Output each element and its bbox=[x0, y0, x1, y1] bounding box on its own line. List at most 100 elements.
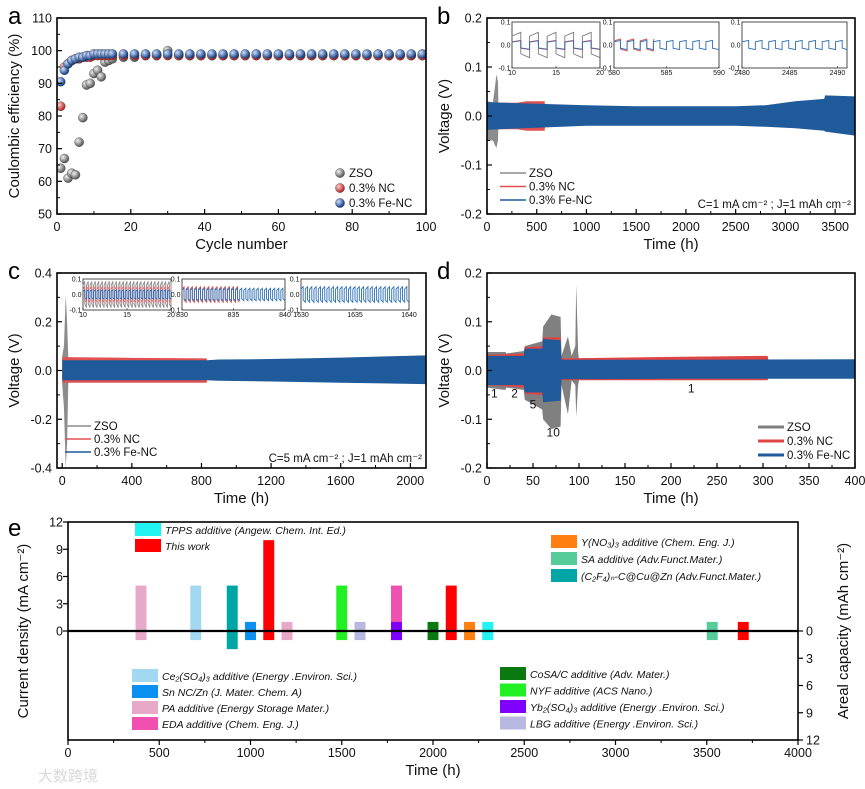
bar-capacity-Ce2(SO4)3 additive bbox=[190, 631, 202, 641]
y-tick-label: 0.0 bbox=[465, 110, 482, 124]
data-point-0.3% Fe-NC bbox=[207, 49, 217, 59]
inset-x-tick-label: 10 bbox=[508, 70, 516, 77]
x-tick-label: 0 bbox=[59, 474, 66, 488]
bar-capacity-This work bbox=[445, 631, 457, 641]
data-point-0.3% Fe-NC bbox=[251, 49, 262, 59]
bar-capacity-Sn NC/Zn bbox=[245, 631, 256, 641]
x-tick-label: 2000 bbox=[396, 474, 424, 488]
panel-e: 0 3 6 9 12 Areal capacity (mAh cm⁻²) TPPS addi… bbox=[8, 515, 852, 779]
y-tick-label: 60 bbox=[38, 175, 52, 189]
data-point-0.3% Fe-NC bbox=[151, 49, 162, 59]
plot-area bbox=[62, 294, 426, 468]
legend-marker-0.3% Fe-NC bbox=[335, 198, 345, 208]
inset-x-tick-label: 15 bbox=[123, 312, 131, 319]
panel-label: b bbox=[437, 3, 450, 30]
inset-y-tick-label: -0.1 bbox=[168, 308, 180, 315]
data-point-0.3% Fe-NC bbox=[273, 49, 284, 59]
y-tick-label: 0 bbox=[56, 625, 63, 639]
panel-label: a bbox=[8, 3, 22, 30]
inset-x-tick-label: 840 bbox=[279, 312, 291, 319]
inset-y-tick-label: 0.0 bbox=[290, 292, 300, 299]
data-point-0.3% Fe-NC bbox=[185, 49, 195, 59]
panel-a: 0 20 40 60 80 100 50 60 70 80 90 100 110 a Cycle numbe… bbox=[6, 3, 436, 253]
inset-x-tick-label: 580 bbox=[608, 70, 620, 77]
y-tick-label: -0.2 bbox=[460, 462, 482, 476]
legend-swatch bbox=[135, 523, 161, 536]
data-point-0.3% NC bbox=[57, 101, 66, 111]
data-point-0.3% Fe-NC bbox=[57, 76, 66, 87]
data-point-0.3% Fe-NC bbox=[196, 49, 206, 59]
right-y-tick-label: 0 bbox=[806, 625, 813, 639]
legend-label: EDA additive (Chem. Eng. J.) bbox=[162, 719, 299, 731]
x-tick-label: 50 bbox=[526, 474, 540, 488]
inset-x-tick-label: 1640 bbox=[401, 312, 417, 319]
y-tick-label: -0.1 bbox=[460, 413, 482, 427]
x-tick-label: 60 bbox=[271, 220, 285, 234]
x-tick-label: 2000 bbox=[419, 746, 447, 760]
x-tick-label: 2500 bbox=[722, 220, 750, 234]
bar-capacity-LBG additive bbox=[354, 631, 366, 641]
legend-marker-ZSO bbox=[335, 168, 345, 178]
voltage-band-0.3% Fe-NC bbox=[487, 338, 855, 403]
inset-1: 10 15 20 -0.1 0.0 0.1 bbox=[498, 20, 604, 78]
current-density-annotation: 1 bbox=[491, 386, 498, 400]
voltage-band-0.3% Fe-NC bbox=[487, 95, 855, 136]
bar-capacity-PA additive bbox=[281, 631, 293, 641]
y-tick-label: 90 bbox=[38, 77, 52, 91]
data-point-0.3% Fe-NC bbox=[384, 49, 394, 59]
legend-label: LBG additive (Energy .Environ. Sci.) bbox=[530, 719, 698, 731]
bar-capacity-CoSA/C additive bbox=[427, 631, 439, 641]
y-axis-label: Coulombic efficiency (%) bbox=[6, 34, 23, 199]
y-tick-label: -0.1 bbox=[460, 159, 482, 173]
y-tick-label: 0.4 bbox=[35, 267, 52, 281]
data-point-0.3% Fe-NC bbox=[306, 49, 317, 59]
bar-current-This work bbox=[737, 621, 749, 631]
legend-swatch bbox=[132, 701, 158, 714]
bar-current-CoSA/C additive bbox=[427, 621, 439, 631]
data-point-ZSO bbox=[74, 137, 84, 147]
inset-y-tick-label: 0.0 bbox=[731, 43, 741, 50]
y-tick-label: 0.2 bbox=[35, 315, 52, 329]
data-point-0.3% Fe-NC bbox=[284, 49, 295, 59]
right-y-tick-label: 9 bbox=[806, 706, 813, 720]
x-tick-label: 20 bbox=[124, 220, 138, 234]
y-tick-label: 0.1 bbox=[465, 61, 482, 75]
legend-swatch bbox=[500, 683, 526, 697]
legend-swatch bbox=[132, 685, 158, 698]
y-tick-label: 0.1 bbox=[465, 315, 482, 329]
legend-label: ZSO bbox=[94, 421, 118, 433]
bar-current-EDA additive bbox=[391, 585, 402, 631]
bar-capacity-TPPS additive bbox=[482, 631, 494, 641]
x-tick-label: 3000 bbox=[602, 746, 630, 760]
inset-3: 2480 2485 2490 -0.1 0.0 0.1 bbox=[728, 20, 848, 77]
legend-swatch bbox=[551, 569, 577, 582]
x-tick-label: 1500 bbox=[622, 220, 650, 234]
plot-area bbox=[135, 540, 749, 650]
y-tick-label: -0.4 bbox=[30, 462, 52, 476]
data-point-ZSO bbox=[78, 112, 88, 123]
bar-current-This work bbox=[445, 585, 457, 631]
inset-trace-0.3% Fe-NC bbox=[82, 288, 172, 301]
y-axis-label: Voltage (V) bbox=[6, 333, 23, 407]
inset-y-tick-label: -0.1 bbox=[498, 66, 510, 73]
inset-x-tick-label: 585 bbox=[661, 70, 673, 77]
bar-capacity-Y(NO3)3 additive bbox=[464, 631, 475, 641]
data-point-0.3% Fe-NC bbox=[174, 49, 184, 59]
bar-current-NYF additive bbox=[336, 585, 348, 631]
data-point-0.3% Fe-NC bbox=[229, 49, 239, 59]
inset-y-tick-label: 0.1 bbox=[290, 277, 300, 284]
legend-swatch bbox=[135, 539, 161, 552]
legend-swatch bbox=[132, 669, 158, 682]
inset-y-tick-label: -0.1 bbox=[600, 66, 612, 73]
x-tick-label: 40 bbox=[198, 220, 212, 234]
inset-x-tick-label: 15 bbox=[552, 70, 560, 77]
inset-y-tick-label: 0.1 bbox=[72, 277, 82, 284]
x-tick-label: 250 bbox=[707, 474, 728, 488]
inset-y-tick-label: 0.1 bbox=[731, 20, 741, 27]
x-tick-label: 0 bbox=[484, 474, 491, 488]
legend-label: 0.3% Fe-NC bbox=[787, 450, 850, 462]
inset-trace-0.3% Fe-NC bbox=[613, 39, 720, 51]
x-tick-label: 2000 bbox=[672, 220, 700, 234]
y-tick-label: 0.0 bbox=[465, 364, 482, 378]
